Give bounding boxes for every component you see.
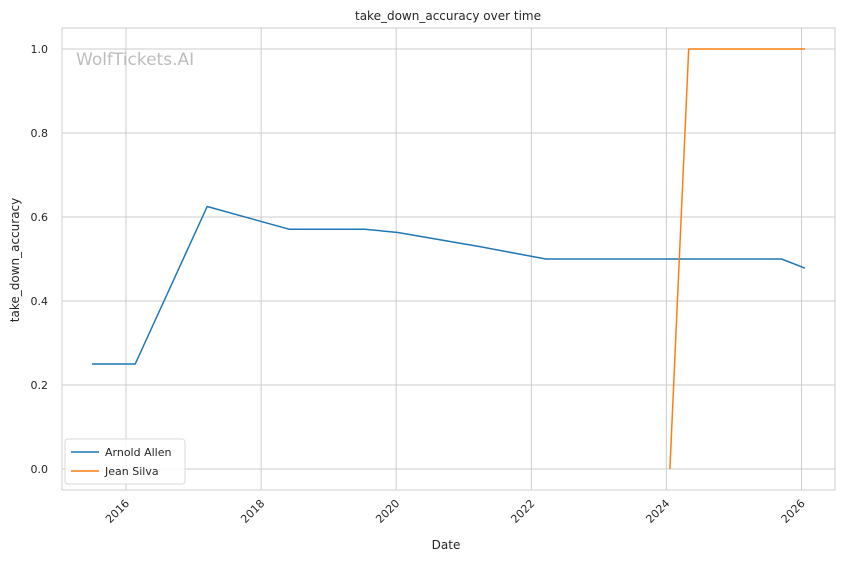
legend: Arnold Allen Jean Silva <box>64 438 186 485</box>
y-tick-label: 1.0 <box>31 43 49 56</box>
chart-title: take_down_accuracy over time <box>355 9 541 23</box>
y-axis-ticks: 0.0 0.2 0.4 0.6 0.8 1.0 <box>31 43 49 476</box>
series-line-arnold-allen <box>92 205 806 365</box>
series-layer <box>92 48 806 470</box>
y-tick-label: 0.2 <box>31 379 49 392</box>
plot-frame <box>61 27 836 491</box>
legend-label-jean-silva: Jean Silva <box>104 465 159 478</box>
y-axis-label: take_down_accuracy <box>8 198 22 322</box>
y-tick-label: 0.4 <box>31 295 49 308</box>
grid-lines <box>62 28 835 490</box>
y-tick-label: 0.0 <box>31 463 49 476</box>
legend-label-arnold-allen: Arnold Allen <box>105 446 171 459</box>
x-axis-label: Date <box>432 538 461 552</box>
watermark: WolfTickets.AI <box>76 50 194 70</box>
y-tick-label: 0.6 <box>31 211 49 224</box>
series-line-jean-silva <box>669 48 805 470</box>
y-tick-label: 0.8 <box>31 127 49 140</box>
legend-box <box>64 438 186 485</box>
